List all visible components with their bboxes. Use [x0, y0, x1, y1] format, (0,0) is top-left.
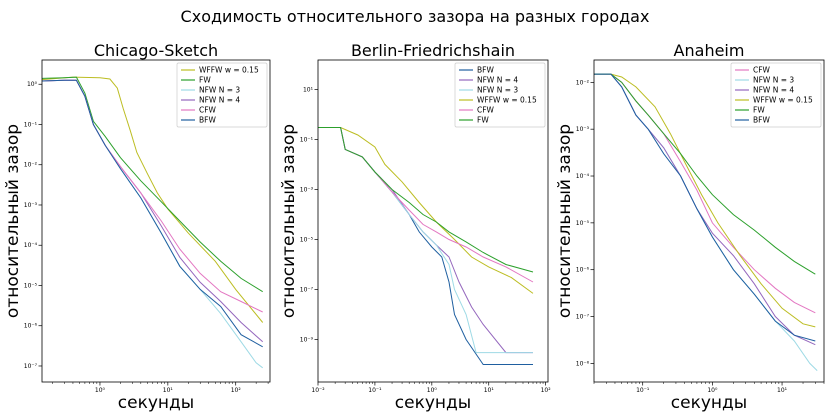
x-tick-label: 10⁰ — [707, 387, 718, 394]
y-axis-label: относительный зазор — [555, 124, 575, 318]
subplot-title: Chicago-Sketch — [94, 41, 218, 60]
x-axis-label: секунды — [118, 393, 194, 413]
x-tick-label: 10¹ — [484, 387, 495, 394]
legend-label: NFW N = 3 — [753, 76, 794, 85]
legend-label: WFFW w = 0.15 — [199, 66, 259, 75]
legend-label: BFW — [477, 66, 494, 75]
y-tick-label: 10¹ — [303, 86, 314, 93]
figure-title: Сходимость относительного зазора на разн… — [181, 7, 650, 26]
legend-label: FW — [199, 76, 211, 85]
subplot-2: Anaheim 10⁻¹ 10⁰ 10¹ 10⁻⁸ 10⁻⁷ 10⁻⁶ 10⁻⁵ 10⁻⁴ 10⁻… — [555, 41, 825, 413]
y-tick-label: 10⁻⁵ — [300, 236, 314, 243]
x-tick-label: 10¹ — [163, 387, 174, 394]
subplots: Chicago-Sketch 10⁰ 10¹ 10² 10⁻⁷ 10⁻⁶ 10⁻⁵ 10⁻⁴ 1… — [3, 41, 825, 413]
x-tick-label: 10⁰ — [427, 387, 438, 394]
series-line-bfw — [318, 127, 533, 365]
x-tick-label: 10² — [231, 387, 242, 394]
x-tick-label: 10² — [541, 387, 552, 394]
legend-label: FW — [477, 116, 489, 125]
y-tick-label: 10⁻³ — [576, 126, 590, 133]
x-axis-label: секунды — [671, 393, 747, 413]
series-line-wffw-w-0-15 — [42, 76, 264, 323]
x-tick-label: 10⁰ — [95, 387, 106, 394]
x-tick-label: 10⁻¹ — [636, 387, 650, 394]
subplot-title: Berlin-Friedrichshain — [351, 41, 515, 60]
y-tick-label: 10⁻⁷ — [24, 363, 38, 370]
y-tick-label: 10⁻³ — [24, 202, 38, 209]
legend-label: CFW — [199, 106, 217, 115]
y-tick-label: 10⁻⁷ — [300, 286, 314, 293]
series-line-bfw — [42, 79, 263, 348]
series-group — [594, 73, 818, 371]
legend-label: NFW N = 4 — [199, 96, 240, 105]
series-line-fw — [42, 76, 263, 293]
y-tick-label: 10⁻² — [576, 79, 590, 86]
y-tick-label: 10⁰ — [27, 81, 38, 88]
subplot-title: Anaheim — [674, 41, 745, 60]
y-tick-label: 10⁻⁸ — [576, 360, 590, 367]
legend-label: NFW N = 3 — [199, 86, 240, 95]
legend-label: WFFW w = 0.15 — [753, 96, 813, 105]
series-line-wffw-w-0-15 — [594, 73, 816, 328]
x-axis-label: секунды — [395, 393, 471, 413]
subplot-1: Berlin-Friedrichshain 10⁻² 10⁻¹ 10⁰ 10¹ 10² 10… — [279, 41, 551, 413]
axes-frame — [41, 59, 271, 383]
y-tick-label: 10⁻⁶ — [24, 323, 38, 330]
y-tick-label: 10⁻¹ — [300, 136, 314, 143]
y-tick-label: 10⁻⁵ — [24, 282, 38, 289]
y-tick-label: 10⁻⁵ — [576, 220, 590, 227]
y-tick-label: 10⁻⁴ — [576, 173, 590, 180]
legend-label: NFW N = 4 — [753, 86, 794, 95]
legend-label: CFW — [477, 106, 495, 115]
legend-box — [176, 62, 268, 128]
series-group — [318, 127, 534, 365]
y-tick-label: 10⁻⁹ — [300, 337, 314, 344]
series-group — [42, 76, 264, 369]
legend-label: BFW — [199, 116, 216, 125]
series-line-fw — [318, 127, 534, 273]
y-axis-label: относительный зазор — [3, 124, 23, 318]
legend-label: BFW — [753, 116, 770, 125]
legend-label: NFW N = 4 — [477, 76, 518, 85]
x-tick-label: 10⁻¹ — [368, 387, 382, 394]
y-tick-label: 10⁻² — [24, 162, 38, 169]
legend-label: FW — [753, 106, 765, 115]
subplot-0: Chicago-Sketch 10⁰ 10¹ 10² 10⁻⁷ 10⁻⁶ 10⁻⁵ 10⁻⁴ 1… — [3, 41, 271, 413]
y-tick-label: 10⁻⁴ — [24, 242, 38, 249]
legend-label: WFFW w = 0.15 — [477, 96, 537, 105]
legend-box — [454, 62, 546, 128]
axes-frame — [317, 59, 549, 383]
series-line-cfw — [318, 127, 534, 283]
x-tick-label: 10⁻² — [311, 387, 325, 394]
legend-label: CFW — [753, 66, 771, 75]
series-line-fw — [594, 73, 816, 275]
series-line-wffw-w-0-15 — [318, 127, 534, 294]
y-tick-label: 10⁻¹ — [24, 121, 38, 128]
x-tick-label: 10¹ — [777, 387, 788, 394]
y-tick-label: 10⁻⁷ — [576, 314, 590, 321]
y-axis-label: относительный зазор — [279, 124, 299, 318]
series-line-bfw — [594, 73, 816, 342]
y-tick-label: 10⁻⁶ — [576, 267, 590, 274]
legend-label: NFW N = 3 — [477, 86, 518, 95]
legend-box — [730, 62, 822, 128]
y-tick-label: 10⁻³ — [300, 186, 314, 193]
